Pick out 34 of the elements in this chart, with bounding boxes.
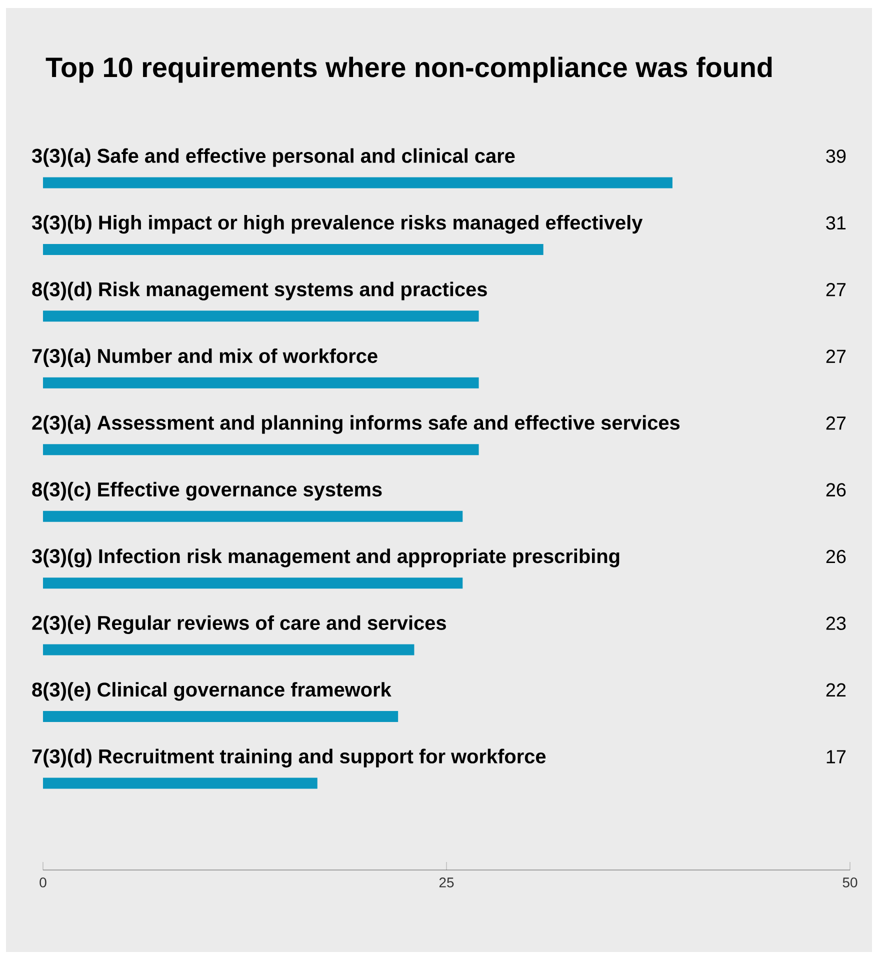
data-label: 22 bbox=[826, 683, 846, 697]
data-label: 27 bbox=[826, 282, 846, 296]
data-label: 39 bbox=[826, 149, 846, 163]
data-label: 26 bbox=[826, 550, 846, 564]
y-tick-label: 8(3)(d) Risk management systems and practices bbox=[32, 282, 487, 300]
y-tick-label: 2(3)(e) Regular reviews of care and services bbox=[32, 615, 446, 634]
bar bbox=[43, 177, 672, 188]
y-tick-label: 3(3)(b) High impact or high prevalence risks managed effectively bbox=[32, 214, 643, 234]
y-tick-label: 8(3)(e) Clinical governance framework bbox=[32, 682, 392, 701]
bar bbox=[43, 644, 414, 656]
data-label: 26 bbox=[826, 483, 846, 497]
data-label: 31 bbox=[826, 216, 846, 230]
data-label: 17 bbox=[826, 750, 846, 764]
x-tick-label: 25 bbox=[439, 878, 454, 888]
x-tick-label: 50 bbox=[842, 878, 858, 888]
data-label: 23 bbox=[826, 616, 846, 630]
data-label: 27 bbox=[826, 416, 846, 430]
bar bbox=[43, 778, 318, 789]
y-tick-label: 8(3)(c) Effective governance systems bbox=[32, 482, 382, 501]
y-tick-label: 3(3)(a) Safe and effective personal and clinical care bbox=[32, 148, 515, 167]
bar bbox=[43, 244, 544, 255]
bar bbox=[43, 310, 479, 322]
bar bbox=[43, 377, 479, 388]
chart-title: Top 10 requirements where non-compliance was found bbox=[46, 56, 772, 83]
y-tick-label: 7(3)(a) Number and mix of workforce bbox=[32, 348, 378, 368]
y-tick-label: 3(3)(g) Infection risk management and appropriate prescribing bbox=[32, 548, 620, 568]
data-label: 27 bbox=[826, 350, 846, 363]
bar bbox=[43, 510, 463, 522]
bar bbox=[43, 578, 463, 589]
x-tick-label: 0 bbox=[40, 878, 46, 888]
y-tick-label: 7(3)(d) Recruitment training and support for workforce bbox=[32, 748, 546, 768]
bar bbox=[43, 711, 398, 722]
bar bbox=[43, 444, 479, 456]
y-tick-label: 2(3)(a) Assessment and planning informs safe and effective services bbox=[32, 415, 680, 434]
